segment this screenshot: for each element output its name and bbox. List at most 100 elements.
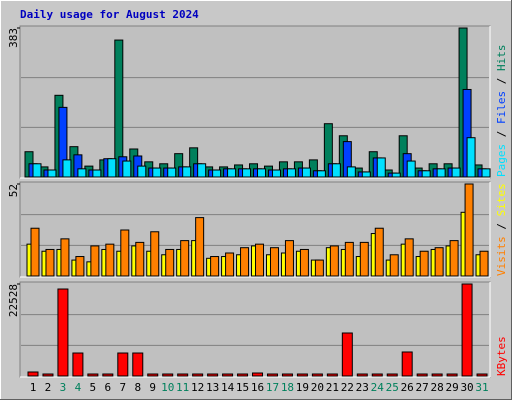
bar	[72, 352, 84, 377]
bar	[361, 171, 371, 178]
legend: Visits / Sites	[495, 183, 508, 276]
bar	[481, 168, 491, 178]
bar	[107, 158, 117, 178]
bar	[27, 371, 39, 377]
bar	[341, 332, 353, 377]
bar	[359, 241, 369, 277]
bar	[421, 170, 431, 178]
bar	[32, 163, 42, 178]
bar	[192, 373, 204, 377]
bar	[286, 168, 296, 178]
legend-separator: /	[495, 216, 508, 236]
bar	[45, 248, 55, 277]
bar	[195, 217, 205, 277]
bar	[105, 243, 115, 277]
bar	[451, 167, 461, 178]
x-tick-label: 1	[30, 381, 37, 394]
legend-entry: Files	[495, 91, 508, 124]
bar	[150, 231, 160, 277]
x-tick-label: 23	[356, 381, 369, 394]
x-tick-label: 25	[386, 381, 399, 394]
y-tick-label: 22528	[7, 284, 20, 317]
bar	[182, 166, 192, 178]
bar	[225, 252, 235, 277]
bar	[75, 256, 85, 277]
x-tick-label: 9	[149, 381, 156, 394]
legend-entry: KBytes	[495, 336, 508, 376]
legend-entry: Sites	[495, 183, 508, 216]
bar	[479, 250, 489, 277]
legend: KBytes	[495, 336, 508, 376]
bar	[77, 168, 87, 178]
bar	[416, 373, 428, 377]
bar	[237, 373, 249, 377]
bar	[62, 159, 72, 178]
x-tick-label: 14	[221, 381, 235, 394]
bar	[137, 165, 147, 178]
bar	[117, 352, 129, 377]
x-tick-label: 29	[445, 381, 458, 394]
bar	[212, 169, 222, 178]
bar	[281, 373, 293, 377]
bar	[436, 168, 446, 178]
bar	[87, 373, 99, 377]
bar	[269, 247, 279, 277]
x-tick-label: 4	[75, 381, 82, 394]
bar	[331, 163, 341, 178]
x-tick-label: 16	[251, 381, 264, 394]
bar	[271, 169, 281, 178]
bar	[371, 373, 383, 377]
bar	[227, 168, 237, 178]
x-tick-label: 28	[431, 381, 444, 394]
bar	[90, 245, 100, 277]
bar	[57, 288, 69, 377]
bar	[344, 241, 354, 277]
legend-entry: Visits	[495, 236, 508, 276]
bar	[177, 373, 189, 377]
bar	[326, 373, 338, 377]
x-tick-label: 30	[460, 381, 473, 394]
bar	[162, 373, 174, 377]
chart-title: Daily usage for August 2024	[20, 8, 199, 21]
bar	[266, 373, 278, 377]
bar	[296, 373, 308, 377]
bar	[449, 240, 459, 277]
x-tick-label: 26	[401, 381, 414, 394]
x-tick-label: 15	[236, 381, 249, 394]
y-tick-label: 383	[7, 28, 20, 48]
legend-entry: Hits	[495, 45, 508, 72]
x-tick-label: 21	[326, 381, 339, 394]
bar	[102, 373, 114, 377]
bar	[386, 373, 398, 377]
plot-area	[19, 281, 491, 378]
x-tick-label: 3	[60, 381, 67, 394]
bar	[222, 373, 234, 377]
x-tick-label: 27	[416, 381, 429, 394]
bar	[406, 160, 416, 178]
bar	[207, 373, 219, 377]
bar	[389, 254, 399, 277]
x-tick-label: 8	[134, 381, 141, 394]
bar	[47, 169, 57, 178]
bar	[314, 259, 324, 277]
legend: Pages / Files / Hits	[495, 45, 508, 178]
bar	[316, 170, 326, 178]
x-tick-label: 20	[311, 381, 324, 394]
bar	[419, 250, 429, 277]
x-tick-label: 10	[161, 381, 174, 394]
bar	[376, 157, 386, 178]
bar	[391, 172, 401, 178]
bar	[122, 160, 132, 178]
plot-area	[19, 25, 491, 179]
bar	[401, 351, 413, 377]
bar	[356, 373, 368, 377]
bar	[446, 373, 458, 377]
bar	[132, 352, 144, 377]
bar	[210, 256, 220, 277]
bar	[30, 227, 40, 277]
legend-separator: /	[495, 124, 508, 144]
bar	[301, 167, 311, 178]
bar	[284, 240, 294, 277]
bar	[374, 227, 384, 277]
